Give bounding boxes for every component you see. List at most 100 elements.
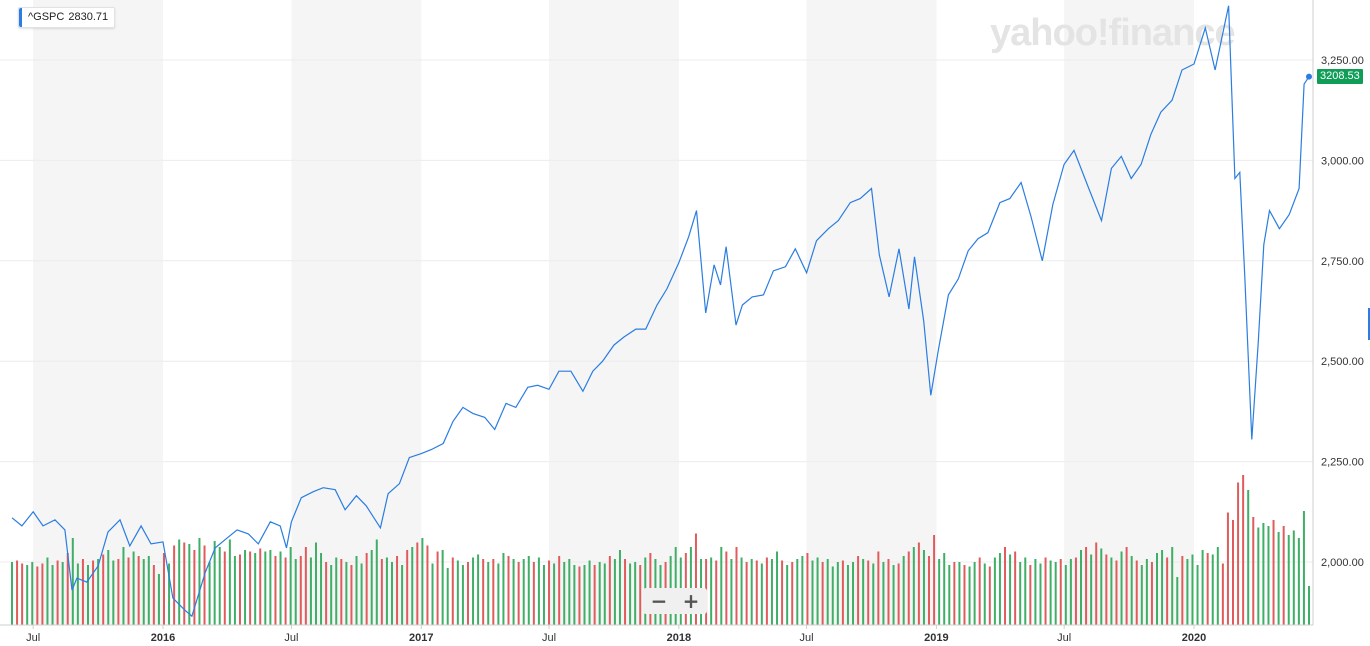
zoom-in-button[interactable]: + <box>675 588 707 614</box>
time-band <box>1064 0 1194 625</box>
volume-bar <box>228 539 231 625</box>
volume-bar <box>385 557 388 625</box>
time-band <box>549 0 679 625</box>
volume-bar <box>846 565 849 625</box>
volume-bar <box>933 535 936 625</box>
volume-bar <box>1059 559 1062 625</box>
volume-bar <box>1145 559 1148 625</box>
volume-bar <box>340 559 343 625</box>
volume-bar <box>1115 560 1118 625</box>
volume-bar <box>1196 565 1199 625</box>
volume-bar <box>157 574 160 625</box>
x-tick-label: Jul <box>800 632 814 644</box>
volume-bar <box>1150 562 1153 625</box>
volume-bar <box>1221 563 1224 625</box>
volume-bar <box>1080 550 1083 625</box>
volume-bar <box>781 560 784 625</box>
volume-bar <box>532 562 535 625</box>
ticker-badge[interactable]: ^GSPC 2830.71 <box>18 7 116 28</box>
volume-bar <box>1095 542 1098 625</box>
volume-bar <box>279 551 282 625</box>
volume-bar <box>254 553 257 625</box>
volume-bar <box>76 563 79 625</box>
volume-bar <box>1135 560 1138 625</box>
volume-bar <box>831 566 834 625</box>
y-tick-label: 3,250.00 <box>1321 55 1364 67</box>
volume-bar <box>537 557 540 625</box>
volume-bar <box>1044 557 1047 625</box>
volume-bar <box>390 562 393 625</box>
volume-bar <box>1282 526 1285 625</box>
volume-bar <box>152 565 155 625</box>
volume-bar <box>958 562 961 625</box>
volume-bar <box>16 560 19 625</box>
volume-bar <box>912 547 915 625</box>
volume-bar <box>522 559 525 625</box>
zoom-controls: − + <box>643 588 707 614</box>
x-tick-label: Jul <box>1057 632 1071 644</box>
x-tick-label: 2018 <box>667 632 691 644</box>
y-tick-label: 2,750.00 <box>1321 256 1364 268</box>
x-tick-label: Jul <box>284 632 298 644</box>
volume-bar <box>1277 532 1280 625</box>
volume-bar <box>451 557 454 625</box>
volume-bar <box>694 533 697 625</box>
volume-bar <box>618 550 621 625</box>
zoom-out-button[interactable]: − <box>643 588 675 614</box>
volume-bar <box>527 556 530 625</box>
price-line <box>11 5 1310 618</box>
volume-bar <box>81 559 84 625</box>
volume-bar <box>173 545 176 625</box>
volume-bar <box>973 562 976 625</box>
volume-bar <box>730 559 733 625</box>
volume-bar <box>1292 530 1295 625</box>
volume-bar <box>1262 523 1265 625</box>
volume-bar <box>461 565 464 625</box>
volume-bar <box>208 562 211 625</box>
volume-bar <box>1186 559 1189 625</box>
volume-bar <box>542 565 545 625</box>
volume-bar <box>1019 562 1022 625</box>
volume-bar <box>264 551 267 625</box>
volume-bar <box>1120 551 1123 625</box>
volume-bar <box>897 563 900 625</box>
volume-bar <box>466 562 469 625</box>
volume-bar <box>978 557 981 625</box>
volume-bar <box>1206 553 1209 625</box>
volume-bar <box>1308 586 1310 625</box>
volume-bar <box>1140 565 1143 625</box>
volume-bar <box>426 545 429 625</box>
volume-bar <box>380 559 383 625</box>
volume-bar <box>406 550 409 625</box>
volume-bar <box>345 562 348 625</box>
volume-bar <box>183 542 186 625</box>
volume-bar <box>517 562 520 625</box>
volume-bar <box>563 562 566 625</box>
volume-bar <box>46 557 49 625</box>
volume-bar <box>1049 560 1052 625</box>
time-band <box>806 0 937 625</box>
volume-bar <box>821 562 824 625</box>
volume-bar <box>472 557 475 625</box>
volume-bar <box>446 568 449 625</box>
volume-bar <box>568 559 571 625</box>
volume-bar <box>1161 550 1164 625</box>
volume-bar <box>213 541 216 625</box>
y-tick-label: 3,000.00 <box>1321 155 1364 167</box>
volume-bar <box>238 554 241 625</box>
volume-bar <box>233 556 236 625</box>
volume-bar <box>11 562 13 625</box>
volume-bar <box>274 556 277 625</box>
volume-bar <box>147 556 150 625</box>
volume-bar <box>1252 517 1255 625</box>
scroll-handle[interactable] <box>1368 308 1370 340</box>
volume-bar <box>1267 526 1270 625</box>
x-tick-label: Jul <box>542 632 556 644</box>
volume-bar <box>477 554 480 625</box>
volume-bar <box>97 559 100 625</box>
volume-bar <box>112 560 115 625</box>
volume-bar <box>497 563 500 625</box>
volume-bar <box>872 563 875 625</box>
volume-bar <box>360 563 363 625</box>
